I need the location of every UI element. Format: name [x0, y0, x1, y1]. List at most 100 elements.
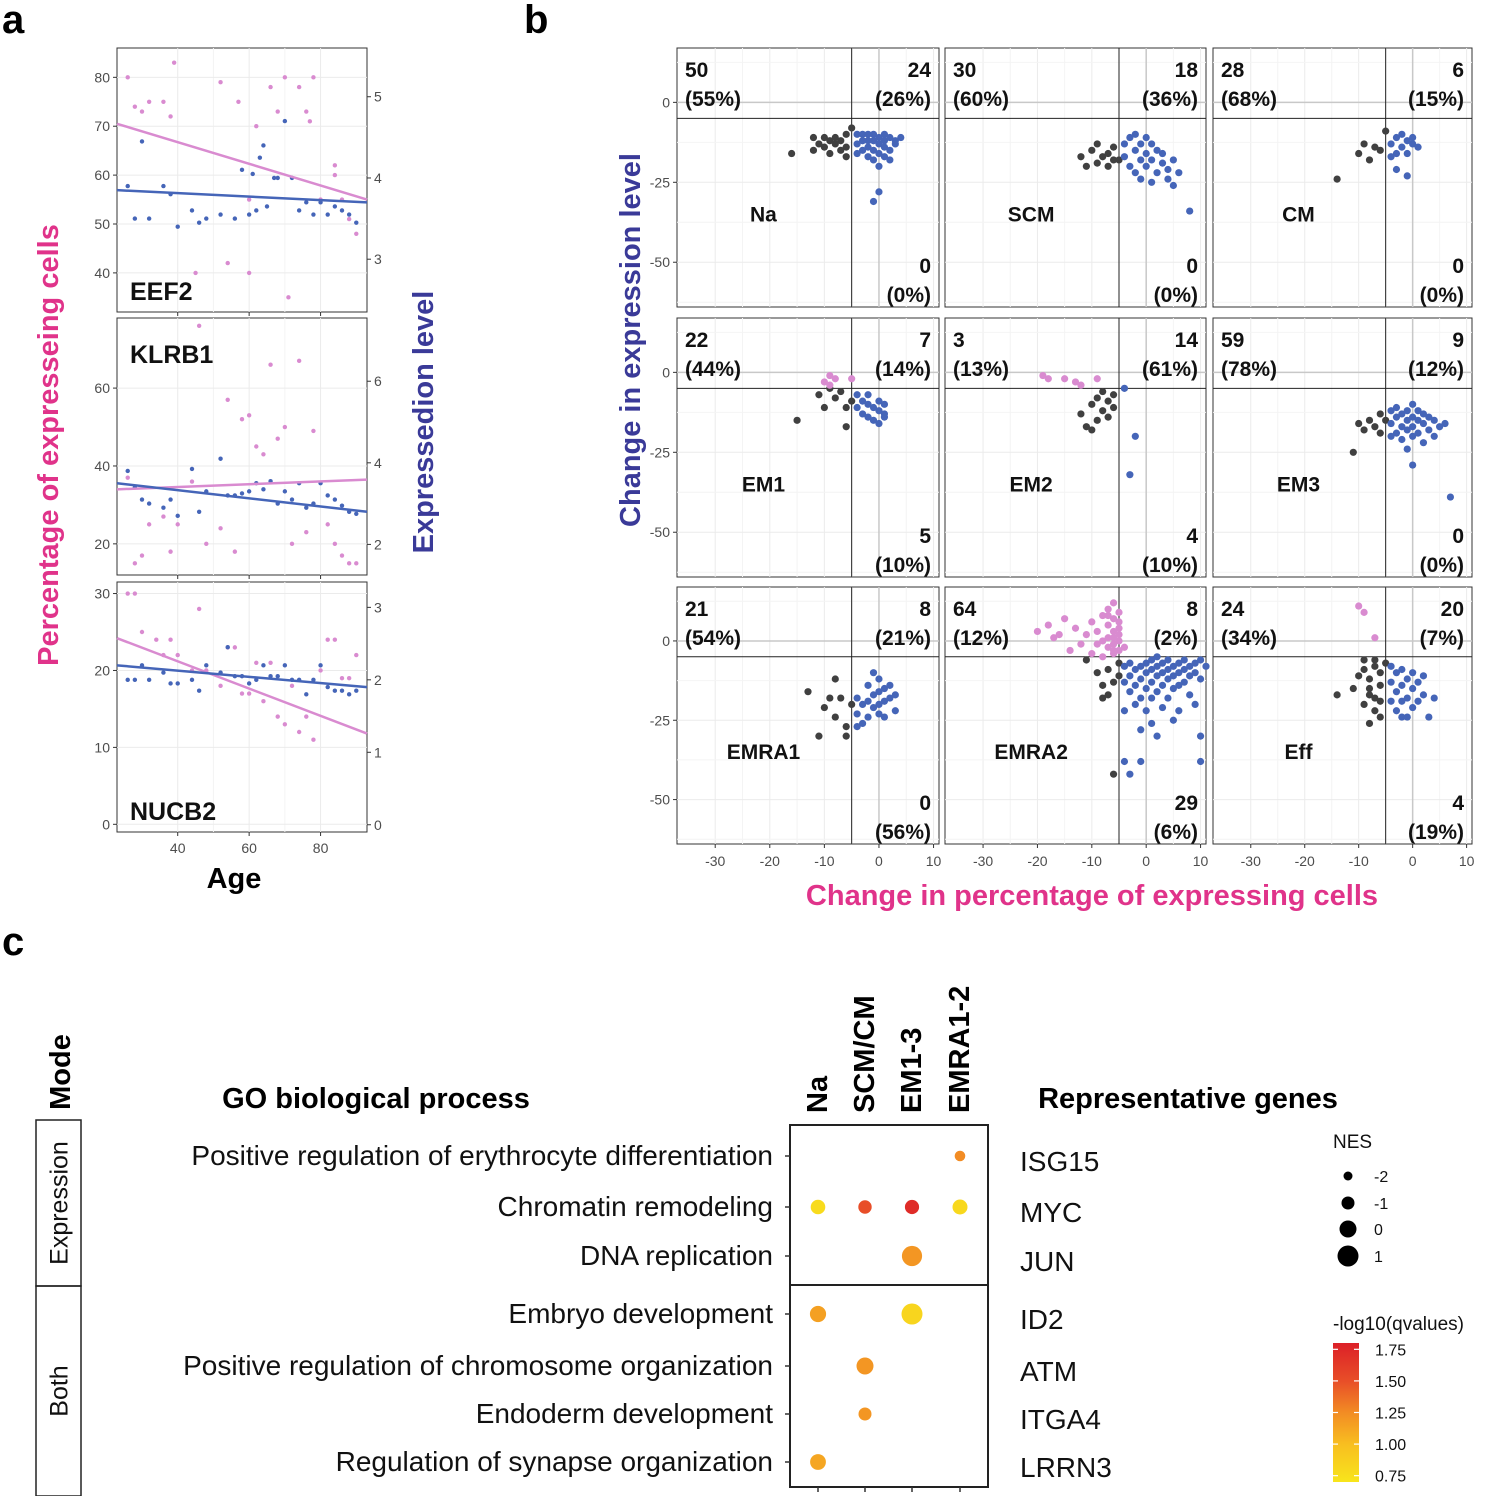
nucb2-expr-point [346, 692, 352, 697]
eff-blue-point [1414, 697, 1422, 705]
emra2-pink-point [1115, 608, 1123, 616]
em2-pink-point [1093, 375, 1101, 383]
emra1-x-tick-label: -10 [814, 853, 834, 869]
klrb1-expr-point [354, 511, 359, 517]
facet-em1: 22 (44%) 7 (14%) 5 (10%) EM1 0 -25 -50 [650, 317, 940, 578]
em2-gray-point [1082, 423, 1090, 431]
enrichment-dot [904, 1199, 920, 1215]
scm-blue-point [1137, 140, 1145, 148]
na-blue-point [869, 197, 878, 206]
gene-lrrn3: LRRN3 [1020, 1452, 1112, 1483]
subplot-klrb1: 20 40 60 2 4 6 KLRB1 [94, 317, 382, 579]
eef2-pct-point [346, 216, 352, 222]
em3-blue-point [1403, 426, 1411, 434]
scm-blue-point [1153, 146, 1161, 154]
nucb2-pct-point [325, 637, 330, 642]
emra2-gray-point [1104, 691, 1112, 699]
na-blue-point [886, 133, 894, 142]
eef2-expr-point [282, 118, 288, 124]
na-blue-point [858, 146, 867, 154]
emra2-blue-point [1153, 662, 1161, 670]
em1-pink-point [831, 375, 839, 383]
enrichment-dot [858, 1407, 872, 1421]
scm-gray-point [1104, 162, 1112, 170]
na-blue-point [853, 140, 861, 148]
klrb1-plot-area [116, 317, 368, 576]
emra1-gray-point [842, 732, 850, 740]
em1-blue-point [864, 400, 872, 408]
gene-isg15: ISG15 [1020, 1146, 1099, 1177]
facet-em3: 59 (78%) 9 (12%) 0 (0%) EM3 [1212, 317, 1473, 578]
mode-group-box [35, 1285, 82, 1496]
na-gray-point [820, 143, 828, 151]
eff-blue-point [1403, 713, 1411, 721]
emra2-blue-point [1191, 659, 1199, 667]
na-top-left-percent: (55%) [685, 88, 741, 111]
emra2-blue-point [1158, 659, 1167, 667]
eff-gray-point [1382, 659, 1390, 667]
nucb2-pct-point [125, 591, 130, 596]
eff-blue-point [1392, 669, 1401, 677]
emra2-blue-point [1148, 694, 1156, 702]
klrb1-expr-point [339, 503, 345, 508]
eff-blue-point [1409, 684, 1417, 693]
emra2-blue-point [1131, 665, 1139, 674]
eef2-expr-point [271, 175, 277, 181]
em2-gray-point [1088, 426, 1096, 434]
eef2-pct-point [296, 84, 302, 90]
eef2-expr-trend-line [116, 188, 368, 204]
emra2-x-tick-label: -30 [973, 853, 993, 869]
emra1-x-tick-label: 10 [926, 853, 942, 869]
klrb1-pct-point [339, 553, 345, 558]
nucb2-expr-point [311, 677, 316, 683]
klrb1-expr-point [304, 505, 309, 510]
nucb2-expr-point [325, 684, 330, 690]
cm-blue-point [1409, 133, 1417, 142]
emra1-top-right-count: 8 [919, 598, 931, 621]
na-gray-point [820, 133, 828, 142]
em1-top-right-count: 7 [919, 329, 931, 352]
emra2-blue-point [1158, 681, 1167, 689]
em3-blue-point [1430, 432, 1438, 440]
dotplot: Na SCM/CM EM1-3 EMRA1-2 Positive regulation … [35, 986, 1112, 1496]
eff-blue-point [1430, 694, 1438, 702]
eff-blue-point [1403, 675, 1411, 683]
eff-pink-point [1371, 634, 1379, 642]
emra1-top-left-percent: (54%) [685, 627, 741, 650]
scm-top-left-count: 30 [953, 59, 976, 82]
eef2-expr-point [257, 155, 263, 160]
emra2-blue-point [1164, 656, 1172, 664]
klrb1-pct-point [225, 397, 230, 402]
scm-blue-point [1137, 175, 1145, 183]
nucb2-right-tick-label: 0 [374, 817, 382, 833]
emra2-pink-point [1104, 621, 1112, 629]
eef2-expr-point [339, 208, 345, 213]
eff-blue-point [1419, 691, 1428, 699]
na-y-tick-label: -25 [650, 174, 670, 190]
emra1-y-tick-label: -25 [650, 712, 670, 728]
klrb1-pct-point [304, 529, 309, 535]
eef2-pct-point [246, 197, 252, 202]
eff-facet-label: Eff [1284, 741, 1313, 764]
em3-blue-point [1398, 435, 1406, 444]
em3-blue-point [1398, 410, 1406, 418]
emra2-pink-point [1104, 605, 1112, 613]
eef2-left-tick-label: 40 [94, 265, 110, 281]
eef2-left-tick-label: 50 [94, 216, 110, 232]
scm-gray-point [1115, 156, 1123, 164]
klrb1-expr-point [139, 497, 145, 502]
cm-blue-point [1387, 153, 1395, 161]
emra2-pink-point [1071, 624, 1080, 632]
emra2-gray-point [1104, 665, 1112, 674]
nucb2-pct-point [354, 652, 359, 658]
eef2-right-tick-label: 5 [374, 89, 382, 105]
klrb1-expr-point [282, 489, 288, 494]
emra2-blue-point [1148, 678, 1156, 686]
emra1-gray-point [837, 694, 845, 702]
qvalue-legend-label: 1.50 [1375, 1374, 1406, 1391]
nucb2-expr-point [261, 663, 266, 668]
nucb2-pct-point [289, 683, 295, 689]
em2-pink-point [1044, 375, 1052, 383]
na-blue-point [880, 153, 889, 161]
mode-title: Mode [45, 1034, 77, 1110]
